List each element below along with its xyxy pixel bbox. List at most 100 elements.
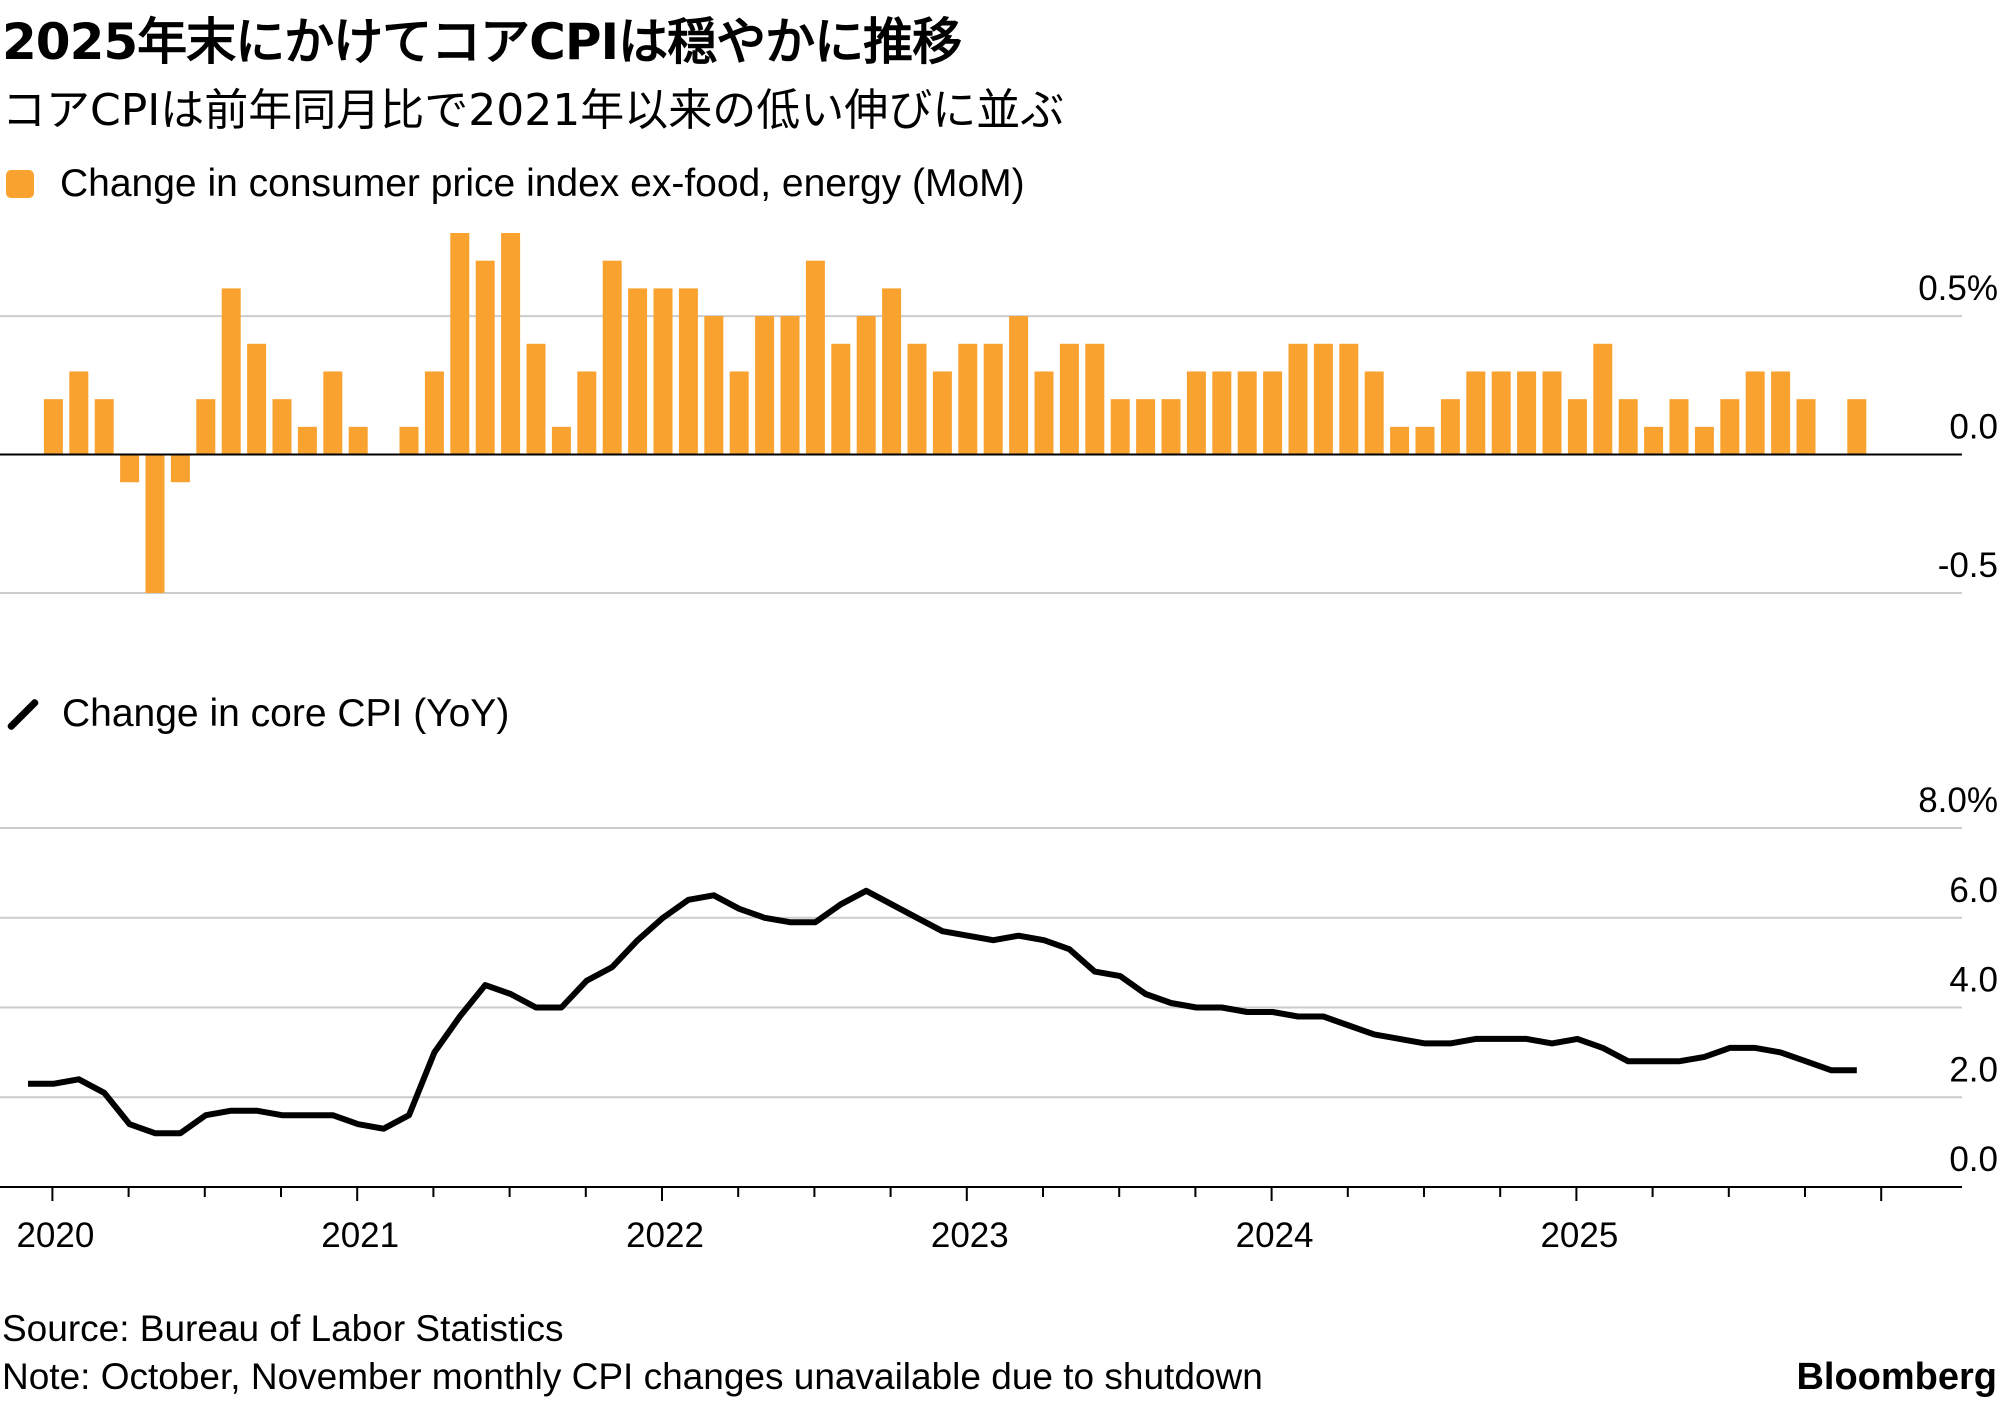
bar-mom <box>1212 371 1232 455</box>
bar-mom <box>907 343 927 455</box>
bar-mom <box>577 371 597 455</box>
bar-mom <box>653 288 673 455</box>
bar-mom <box>551 426 571 455</box>
bar-mom <box>170 454 190 483</box>
legend-yoy: Change in core CPI (YoY) <box>6 692 509 736</box>
bar-mom <box>1339 343 1359 455</box>
bar-mom <box>1466 371 1486 455</box>
x-tick-label: 2020 <box>16 1216 94 1255</box>
x-tick-label: 2025 <box>1540 1216 1618 1255</box>
bar-mom <box>1771 371 1791 455</box>
line-y-tick-label: 0.0 <box>1949 1140 1998 1179</box>
bar-mom <box>1009 316 1029 455</box>
bar-mom <box>1313 343 1333 455</box>
bloomberg-logo: Bloomberg <box>1796 1356 1997 1398</box>
bar-mom <box>221 288 241 455</box>
bar-mom <box>1390 426 1410 455</box>
bar-mom <box>932 371 952 455</box>
bar-chart-y-axis: 0.5% 0.0 -0.5 <box>1918 269 1998 585</box>
chart-title: 2025年末にかけてコアCPIは穏やかに推移 <box>2 13 962 71</box>
bar-mom <box>1263 371 1283 455</box>
x-tick-label: 2022 <box>626 1216 704 1255</box>
bar-mom <box>983 343 1003 455</box>
bar-mom <box>526 343 546 455</box>
bar-mom <box>1694 426 1714 455</box>
bar-mom <box>1796 399 1816 455</box>
x-tick-label: 2023 <box>931 1216 1009 1255</box>
line-y-tick-label: 8.0% <box>1918 781 1998 820</box>
line-y-tick-label: 2.0 <box>1949 1050 1998 1089</box>
source-note: Source: Bureau of Labor Statistics <box>2 1308 564 1349</box>
bar-mom <box>602 260 622 455</box>
bar-mom <box>94 399 114 455</box>
bar-mom <box>348 426 368 455</box>
bar-mom <box>1085 343 1105 455</box>
bar-y-tick-label: 0.5% <box>1918 269 1998 308</box>
bar-mom <box>501 233 521 455</box>
line-series-core-cpi-yoy <box>28 887 1857 1137</box>
bar-mom <box>120 454 140 483</box>
bar-mom <box>1745 371 1765 455</box>
bar-mom <box>1136 399 1156 455</box>
bar-mom <box>1364 371 1384 455</box>
bar-mom <box>145 454 165 593</box>
bar-y-tick-label: -0.5 <box>1938 546 1998 585</box>
line-chart-y-axis: 8.0% 6.0 4.0 2.0 0.0 <box>1918 781 1998 1179</box>
x-axis: 2020 2021 2022 2023 2024 2025 <box>0 1186 1962 1255</box>
bar-mom <box>1059 343 1079 455</box>
bar-mom <box>196 399 216 455</box>
bar-mom <box>43 399 63 455</box>
bar-mom <box>1720 399 1740 455</box>
bar-mom <box>1110 399 1130 455</box>
bar-mom <box>1440 399 1460 455</box>
bar-mom <box>628 288 648 455</box>
bar-mom <box>856 316 876 455</box>
bar-mom <box>297 426 317 455</box>
bar-mom <box>958 343 978 455</box>
bar-mom <box>1593 343 1613 455</box>
bar-chart-bars <box>0 233 1962 593</box>
x-tick-label: 2021 <box>321 1216 399 1255</box>
bar-mom <box>1517 371 1537 455</box>
bar-mom <box>1542 371 1562 455</box>
bar-mom <box>1847 399 1867 455</box>
bar-mom <box>1644 426 1664 455</box>
bar-mom <box>247 343 267 455</box>
bar-mom <box>272 399 292 455</box>
line-y-tick-label: 4.0 <box>1949 961 1998 1000</box>
legend-yoy-label: Change in core CPI (YoY) <box>62 692 510 735</box>
bar-mom <box>831 343 851 455</box>
bar-mom <box>780 316 800 455</box>
legend-mom: Change in consumer price index ex-food, … <box>6 162 1025 206</box>
line-chart-series <box>28 887 1857 1137</box>
bar-mom <box>1491 371 1511 455</box>
bar-y-tick-label: 0.0 <box>1949 408 1998 447</box>
bar-mom <box>1186 371 1206 455</box>
bar-mom <box>1669 399 1689 455</box>
legend-mom-label: Change in consumer price index ex-food, … <box>60 162 1025 205</box>
bar-mom <box>69 371 89 455</box>
bar-mom <box>882 288 902 455</box>
bar-mom <box>729 371 749 455</box>
bar-mom <box>399 426 419 455</box>
bar-mom <box>1237 371 1257 455</box>
bar-mom <box>1161 399 1181 455</box>
footnote: Note: October, November monthly CPI chan… <box>2 1356 1263 1397</box>
bar-mom <box>1567 399 1587 455</box>
bar-mom <box>755 316 775 455</box>
bar-mom <box>805 260 825 455</box>
bar-mom <box>1618 399 1638 455</box>
bar-mom <box>678 288 698 455</box>
bar-mom <box>450 233 470 455</box>
chart-subtitle: コアCPIは前年同月比で2021年以来の低い伸びに並ぶ <box>2 85 1065 136</box>
line-chart-grid <box>0 827 1962 1099</box>
bar-mom <box>424 371 444 455</box>
bar-mom <box>1288 343 1308 455</box>
x-tick-label: 2024 <box>1236 1216 1314 1255</box>
line-y-tick-label: 6.0 <box>1949 871 1998 910</box>
bar-mom <box>1415 426 1435 455</box>
bar-mom <box>1034 371 1054 455</box>
legend-bar-swatch-icon <box>6 170 34 198</box>
bar-mom <box>704 316 724 455</box>
